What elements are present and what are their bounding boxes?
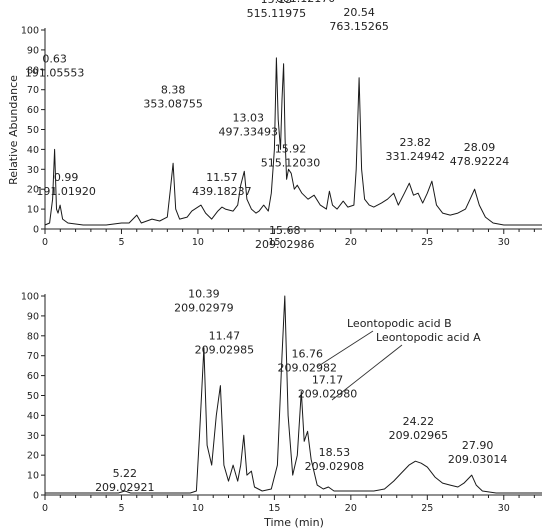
peak-mz-label: 191.01920 [36,185,96,198]
peak-retention-time-label: 0.63 [42,52,67,65]
y-tick-label: 0 [33,491,39,502]
x-tick-label: 30 [498,503,510,514]
y-tick-label: 40 [27,145,39,156]
y-tick-label: 90 [27,45,39,56]
peak-retention-time-label: 28.09 [464,141,496,154]
y-tick-label: 30 [27,165,39,176]
y-tick-label: 70 [27,85,39,96]
peak-mz-label: 331.24942 [386,150,446,163]
x-tick-label: 10 [192,503,204,514]
y-tick-label: 50 [27,391,39,402]
leader-line-leontopodic-acid-b [316,330,374,368]
y-tick-label: 60 [27,371,39,382]
x-tick-label: 5 [118,503,124,514]
peak-retention-time-label: 23.82 [400,136,432,149]
peak-mz-label: 209.03014 [448,453,508,466]
peak-mz-label: 439.18237 [192,185,252,198]
peak-retention-time-label: 0.99 [54,171,79,184]
y-tick-label: 100 [21,26,39,37]
x-tick-label: 10 [192,237,204,248]
peak-mz-label: 209.02921 [95,481,155,494]
peak-mz-label: 209.02965 [389,429,449,442]
x-tick-label: 25 [421,503,433,514]
y-tick-label: 10 [27,471,39,482]
x-tick-label: 5 [118,237,124,248]
bottom-trace-line [45,295,542,494]
y-tick-label: 80 [27,65,39,76]
peak-mz-label: 515.12030 [261,156,321,169]
y-tick-label: 0 [33,225,39,236]
peak-retention-time-label: 10.39 [188,288,220,301]
peak-retention-time-label: 15.13 [261,0,293,6]
peak-retention-time-label: 20.54 [343,6,375,19]
peak-mz-label: 353.08755 [143,97,203,110]
leontopodic-acid-labels: Leontopodic acid B Leontopodic acid A [316,317,481,401]
peak-mz-label: 209.02986 [255,238,315,251]
y-tick-label: 20 [27,451,39,462]
peak-mz-label: 209.02980 [298,387,358,400]
y-tick-label: 60 [27,105,39,116]
y-tick-label: 20 [27,185,39,196]
x-tick-label: 0 [42,237,48,248]
x-axis-title: Time (min) [263,516,324,529]
peak-retention-time-label: 5.22 [113,467,138,480]
peak-mz-label: 209.02982 [278,362,338,375]
compound-label-leontopodic-acid-b: Leontopodic acid B [347,317,452,330]
y-tick-label: 40 [27,411,39,422]
peak-mz-label: 209.02979 [174,302,234,315]
peak-mz-label: 209.02985 [195,344,255,357]
peak-mz-label: 209.02908 [305,460,365,473]
x-tick-label: 20 [345,237,357,248]
x-tick-label: 30 [498,237,510,248]
y-tick-label: 50 [27,125,39,136]
top-trace-line [44,57,542,226]
peak-retention-time-label: 18.53 [319,446,351,459]
y-tick-label: 90 [27,311,39,322]
peak-mz-label: 191.05553 [25,66,85,79]
peak-retention-time-label: 13.03 [233,111,265,124]
peak-retention-time-label: 11.47 [209,330,241,343]
y-tick-label: 100 [21,292,39,303]
peak-retention-time-label: 15.92 [275,142,307,155]
peak-retention-time-label: 8.38 [161,83,186,96]
peak-mz-label: 478.92224 [450,155,510,168]
y-tick-label: 70 [27,351,39,362]
x-tick-label: 15 [268,237,280,248]
leader-line-leontopodic-acid-a [331,344,403,401]
peak-retention-time-label: 16.76 [292,348,324,361]
y-tick-label: 80 [27,331,39,342]
peak-retention-time-label: 17.17 [312,373,344,386]
peak-retention-time-label: 15.68 [269,224,301,237]
x-tick-label: 0 [42,503,48,514]
peak-mz-label: 515.11975 [247,7,307,20]
peak-retention-time-label: 24.22 [403,415,435,428]
peak-mz-label: 601.12170 [276,0,336,5]
x-tick-label: 15 [268,503,280,514]
peak-mz-label: 763.15265 [329,20,389,33]
x-tick-label: 25 [421,237,433,248]
y-axis-title: Relative Abundance [7,75,20,185]
peak-retention-time-label: 11.57 [206,171,238,184]
peak-retention-time-label: 27.90 [462,439,494,452]
y-tick-label: 10 [27,205,39,216]
compound-label-leontopodic-acid-a: Leontopodic acid A [376,331,481,344]
y-tick-label: 30 [27,431,39,442]
peak-mz-label: 497.33493 [219,125,279,138]
x-tick-label: 20 [345,503,357,514]
